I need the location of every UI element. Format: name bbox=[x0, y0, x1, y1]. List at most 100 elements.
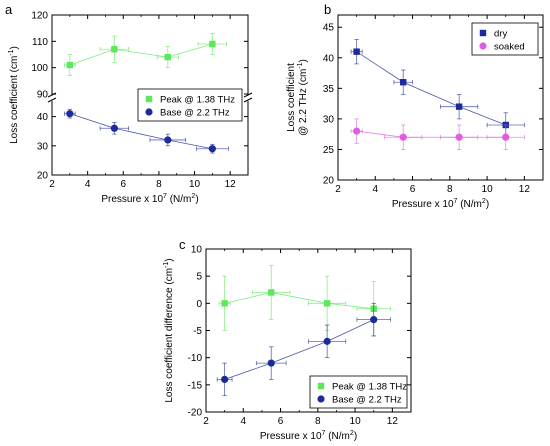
legend-marker bbox=[145, 108, 153, 116]
x-tick-label: 6 bbox=[120, 179, 126, 190]
y-axis-label-line1: Loss coefficient bbox=[286, 63, 297, 132]
legend-marker bbox=[479, 42, 487, 50]
series-1 bbox=[350, 118, 525, 150]
series-1 bbox=[216, 302, 391, 397]
data-point bbox=[208, 145, 216, 153]
series-line bbox=[69, 113, 213, 150]
x-axis-label-text: Pressure x 10 bbox=[392, 199, 454, 210]
x-axis-label-close: ) bbox=[486, 199, 489, 210]
data-point bbox=[164, 136, 172, 144]
data-point bbox=[267, 359, 275, 367]
panel-c: c -20 -15 -10 -5 0 5 10 2 4 6 8 10 12 Pressure x 107 (… bbox=[163, 237, 412, 442]
y-tick-label: 120 bbox=[31, 11, 48, 22]
y-tick-label: 25 bbox=[323, 145, 335, 156]
legend-box bbox=[471, 22, 539, 56]
data-point bbox=[502, 133, 510, 141]
y-tick-label: 20 bbox=[323, 176, 335, 187]
x-tick-label: 4 bbox=[372, 184, 378, 195]
data-point bbox=[221, 300, 228, 307]
y-tick-label: 30 bbox=[323, 114, 335, 125]
legend-box bbox=[137, 88, 243, 122]
y-axis-label-line2: @ 2.2 THz (cm bbox=[298, 69, 309, 136]
legend-label: Peak @ 1.38 THz bbox=[332, 382, 407, 393]
x-tick-label: 8 bbox=[447, 184, 453, 195]
x-axis-label-unit: (N/m bbox=[457, 199, 481, 210]
x-tick-label: 8 bbox=[156, 179, 162, 190]
y-tick-label: 35 bbox=[323, 84, 335, 95]
legend-marker bbox=[317, 382, 325, 390]
y-tick-label: 5 bbox=[196, 272, 202, 283]
y-tick-label: 40 bbox=[323, 53, 335, 64]
legend-label: Base @ 2.2 THz bbox=[160, 108, 230, 119]
y-axis-label: Loss coefficient@ 2.2 THz (cm-1) bbox=[286, 59, 309, 136]
x-axis-label-unit: (N/m bbox=[325, 431, 349, 442]
data-point bbox=[353, 127, 361, 135]
x-tick-label: 12 bbox=[387, 416, 399, 427]
x-axis-label-unit-sup: 2 bbox=[350, 430, 354, 437]
x-axis-label-sup: 7 bbox=[322, 430, 326, 437]
y-axis-label-close: ) bbox=[298, 59, 309, 62]
series-line bbox=[356, 130, 506, 138]
x-tick-label: 8 bbox=[315, 416, 321, 427]
y-tick-label: -5 bbox=[193, 326, 202, 337]
x-axis-label: Pressure x 107 (N/m2) bbox=[392, 198, 489, 210]
data-point bbox=[323, 337, 331, 345]
y-axis-label-sup: -1 bbox=[8, 49, 15, 55]
plot-frame bbox=[337, 14, 544, 181]
data-point bbox=[455, 103, 463, 110]
y-axis-label-text: Loss coefficient difference (cm bbox=[164, 268, 175, 403]
panel-a: a 90 100 110 120 20 30 40 2 4 6 8 10 12 Pressure x 107… bbox=[5, 2, 254, 205]
x-axis-label-close: ) bbox=[195, 194, 198, 205]
x-tick-label: 6 bbox=[410, 184, 416, 195]
x-tick-label: 10 bbox=[350, 416, 362, 427]
x-tick-label: 2 bbox=[49, 179, 55, 190]
panel-b: b 20 25 30 35 40 45 2 4 6 8 10 12 Pressure x 107 (N/m… bbox=[286, 2, 544, 210]
y-axis-label-sup: -1 bbox=[163, 262, 170, 268]
y-tick-label: -20 bbox=[188, 408, 203, 419]
series-line bbox=[224, 292, 374, 310]
y-tick-label: 30 bbox=[37, 141, 49, 152]
legend-box bbox=[309, 375, 408, 409]
data-point bbox=[111, 46, 118, 53]
x-tick-label: 4 bbox=[240, 416, 246, 427]
x-tick-label: 2 bbox=[335, 184, 341, 195]
panel-label: a bbox=[5, 2, 13, 17]
data-point bbox=[66, 110, 74, 118]
panel-label: b bbox=[324, 2, 331, 17]
x-tick-label: 6 bbox=[278, 416, 284, 427]
y-axis-label-sup: -1 bbox=[297, 62, 304, 68]
data-point bbox=[455, 133, 463, 141]
x-axis-label-close: ) bbox=[354, 431, 357, 442]
x-axis-label-sup: 7 bbox=[163, 193, 167, 200]
legend-label: Base @ 2.2 THz bbox=[332, 395, 402, 406]
x-axis-label-text: Pressure x 10 bbox=[260, 431, 322, 442]
y-axis-label-close: ) bbox=[164, 258, 175, 261]
data-point bbox=[209, 40, 216, 48]
x-tick-label: 10 bbox=[482, 184, 494, 195]
x-axis-label-unit-sup: 2 bbox=[191, 193, 195, 200]
data-point bbox=[268, 289, 275, 296]
x-tick-label: 12 bbox=[519, 184, 531, 195]
y-tick-label: 100 bbox=[31, 63, 48, 74]
x-axis-label: Pressure x 107 (N/m2) bbox=[101, 193, 198, 205]
y-tick-label: 10 bbox=[191, 245, 203, 256]
x-axis-label-sup: 7 bbox=[454, 198, 458, 205]
data-point bbox=[164, 53, 172, 61]
y-tick-label: 90 bbox=[37, 90, 49, 101]
axis-break-mark bbox=[47, 97, 57, 103]
x-axis-label: Pressure x 107 (N/m2) bbox=[260, 430, 357, 442]
x-axis-label-text: Pressure x 10 bbox=[101, 194, 163, 205]
legend-label: dry bbox=[494, 29, 507, 40]
data-point bbox=[400, 79, 407, 86]
axis-break-mark bbox=[243, 92, 253, 98]
x-axis-label-unit-sup: 2 bbox=[482, 198, 486, 205]
y-axis-label: Loss coefficient (cm-1) bbox=[8, 46, 20, 144]
legend-label: soaked bbox=[494, 42, 525, 53]
series-peak bbox=[64, 33, 228, 76]
y-tick-label: -10 bbox=[188, 353, 203, 364]
series-base bbox=[64, 108, 229, 154]
data-point bbox=[353, 48, 360, 55]
series-0 bbox=[218, 264, 391, 337]
series-line bbox=[356, 51, 506, 126]
